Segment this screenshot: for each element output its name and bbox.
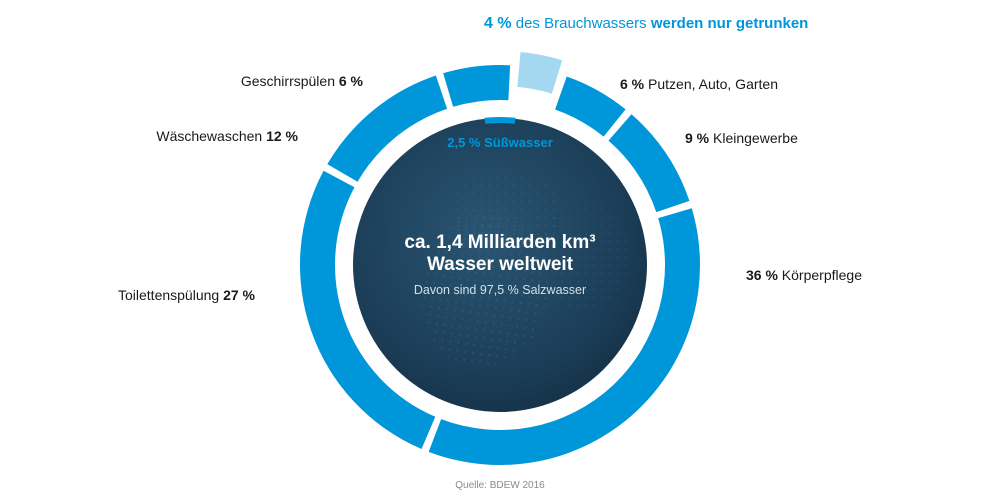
label-cleaning: 6 % Putzen, Auto, Garten <box>620 76 778 93</box>
label-laundry: Wäschewaschen 12 % <box>156 128 298 145</box>
headline-drinking: 4 % des Brauchwassers werden nur getrunk… <box>484 15 808 33</box>
headline-pct: 4 % <box>484 15 512 32</box>
label-bodycare: 36 % Körperpflege <box>746 267 862 284</box>
segment-cleaning <box>555 76 626 136</box>
center-subtitle: Davon sind 97,5 % Salzwasser <box>370 283 630 297</box>
label-smallbiz: 9 % Kleingewerbe <box>685 130 798 147</box>
segment-drinking <box>517 52 562 94</box>
headline-text-bold: werden nur getrunken <box>651 15 809 32</box>
freshwater-label: 2,5 % Süßwasser <box>440 135 560 150</box>
center-title: ca. 1,4 Milliarden km³ Wasser weltweit <box>370 232 630 276</box>
center-title-line2: Wasser weltweit <box>370 254 630 276</box>
label-toilet: Toilettenspülung 27 % <box>118 287 255 304</box>
segment-dishes <box>443 65 510 107</box>
infographic-root: 4 % des Brauchwassers werden nur getrunk… <box>0 0 1000 500</box>
source-text: Quelle: BDEW 2016 <box>0 480 1000 491</box>
headline-text-1: des Brauchwassers <box>516 15 651 32</box>
label-dishes: Geschirrspülen 6 % <box>241 73 363 90</box>
center-title-line1: ca. 1,4 Milliarden km³ <box>370 232 630 254</box>
